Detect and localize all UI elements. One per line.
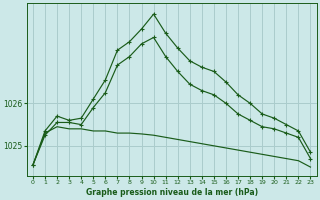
X-axis label: Graphe pression niveau de la mer (hPa): Graphe pression niveau de la mer (hPa) — [86, 188, 258, 197]
